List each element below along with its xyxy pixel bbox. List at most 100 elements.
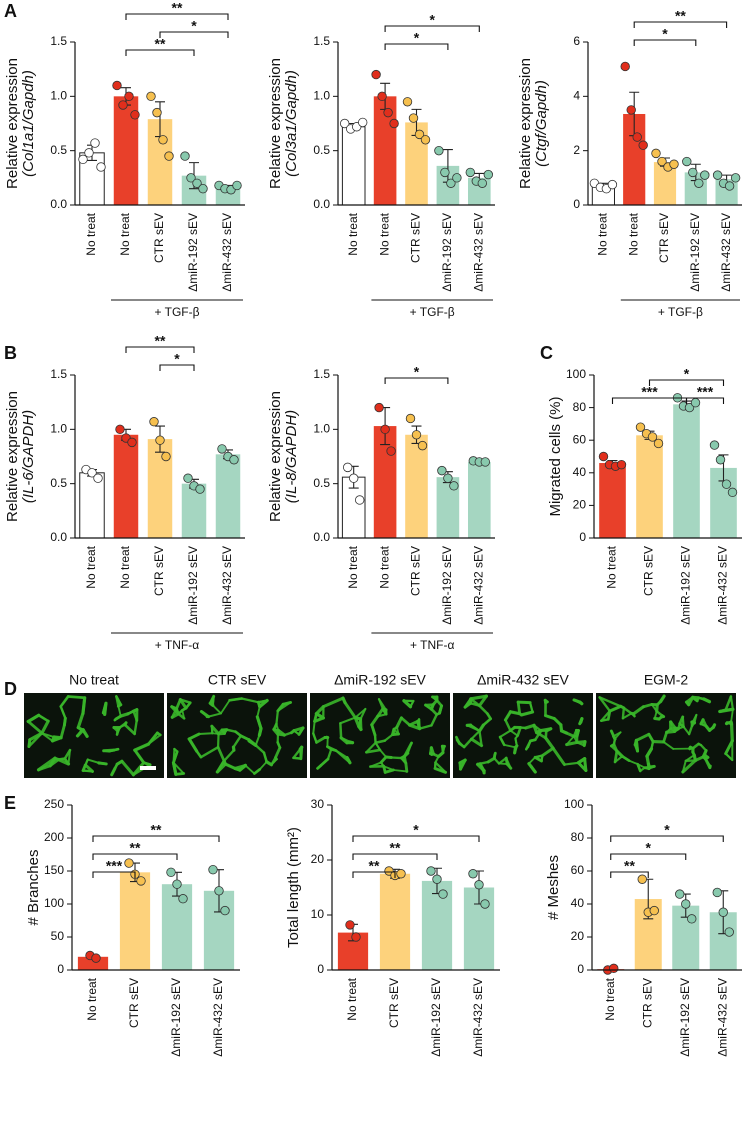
y-tick-label: 250 (44, 797, 64, 811)
network-texture (693, 713, 698, 724)
network-texture (463, 697, 473, 709)
network-texture (26, 720, 44, 735)
network-texture (171, 761, 178, 776)
network-texture (478, 704, 489, 715)
network-texture (469, 723, 481, 733)
y-axis-label: Migrated cells (%) (547, 396, 564, 516)
network-texture (209, 695, 215, 705)
data-point (635, 422, 646, 432)
data-point (682, 156, 692, 167)
data-point (721, 479, 732, 489)
y-tick-label: 1.0 (50, 422, 67, 436)
significance-bracket (610, 835, 724, 842)
bar (161, 884, 193, 970)
network-texture (469, 694, 489, 701)
network-texture (383, 733, 394, 742)
data-point (687, 914, 697, 924)
network-texture (434, 755, 440, 764)
significance-label: * (414, 30, 420, 46)
network-texture (621, 755, 631, 762)
group-label: + TNF-α (410, 638, 454, 652)
network-texture (704, 757, 712, 770)
network-texture (114, 714, 122, 721)
significance-bracket (92, 871, 136, 878)
network-texture (645, 747, 654, 758)
y-axis-label: (IL-8/GAPDH) (283, 410, 300, 503)
network-texture (418, 724, 433, 730)
significance-bracket (352, 853, 438, 860)
bar (77, 956, 109, 970)
network-texture (27, 731, 44, 748)
network-texture (691, 742, 700, 750)
significance-label: ** (155, 333, 166, 349)
significance-label: ** (130, 840, 141, 856)
data-point (405, 413, 416, 424)
data-point (87, 468, 97, 478)
network-texture (572, 729, 578, 738)
data-point (700, 170, 710, 180)
x-tick-label: CTR sEV (640, 978, 654, 1028)
network-texture (524, 723, 536, 730)
significance-bracket (610, 853, 687, 860)
network-texture (527, 739, 532, 748)
x-tick-label: No treat (85, 977, 99, 1020)
network-texture (402, 751, 410, 758)
data-point (78, 154, 88, 165)
significance-label: ** (151, 822, 162, 838)
micrograph (453, 693, 593, 778)
network-texture (244, 764, 256, 775)
network-texture (392, 769, 408, 773)
data-point (443, 473, 453, 483)
network-texture (632, 705, 645, 716)
network-texture (662, 740, 675, 750)
network-texture (529, 765, 537, 774)
network-texture (539, 727, 553, 733)
y-tick-label: 10 (311, 907, 325, 921)
x-tick-label: ΔmiR-432 sEV (471, 978, 485, 1057)
data-point (124, 858, 134, 868)
network-texture (232, 734, 243, 749)
network-texture (123, 723, 137, 736)
y-axis-label: # Branches (25, 850, 42, 926)
y-axis-label: Relative expression (4, 58, 21, 189)
network-texture (493, 752, 497, 760)
network-texture (101, 701, 108, 715)
network-texture (730, 708, 734, 723)
significance-bracket (92, 835, 220, 842)
network-texture (326, 748, 333, 761)
network-texture (370, 714, 380, 727)
network-texture (370, 723, 377, 737)
data-point (389, 118, 399, 129)
network-texture (516, 700, 532, 705)
bar (215, 454, 241, 538)
x-tick-label: ΔmiR-432 sEV (220, 213, 234, 292)
network-texture (433, 766, 448, 774)
network-texture (699, 722, 708, 728)
data-point (229, 455, 239, 465)
network-texture (275, 709, 279, 726)
network-texture (608, 705, 622, 713)
y-tick-label: 0.5 (313, 476, 330, 490)
network-texture (610, 730, 615, 738)
network-texture (365, 748, 382, 754)
data-point (380, 424, 390, 435)
network-texture (326, 745, 338, 752)
network-texture (402, 699, 413, 709)
significance-bracket (92, 853, 178, 860)
y-axis-label: Relative expression (267, 391, 284, 522)
data-point (136, 876, 146, 886)
network-texture (544, 736, 555, 750)
y-tick-label: 1.5 (313, 367, 330, 381)
network-texture (36, 756, 57, 772)
y-tick-label: 150 (44, 863, 64, 877)
network-texture (222, 749, 236, 763)
network-texture (315, 736, 327, 744)
network-texture (215, 759, 226, 774)
network-texture (225, 728, 237, 733)
y-tick-label: 0 (317, 962, 324, 976)
data-point (651, 148, 661, 159)
network-texture (224, 762, 236, 770)
network-texture (216, 745, 226, 763)
data-point (417, 440, 428, 451)
network-texture (40, 732, 54, 742)
